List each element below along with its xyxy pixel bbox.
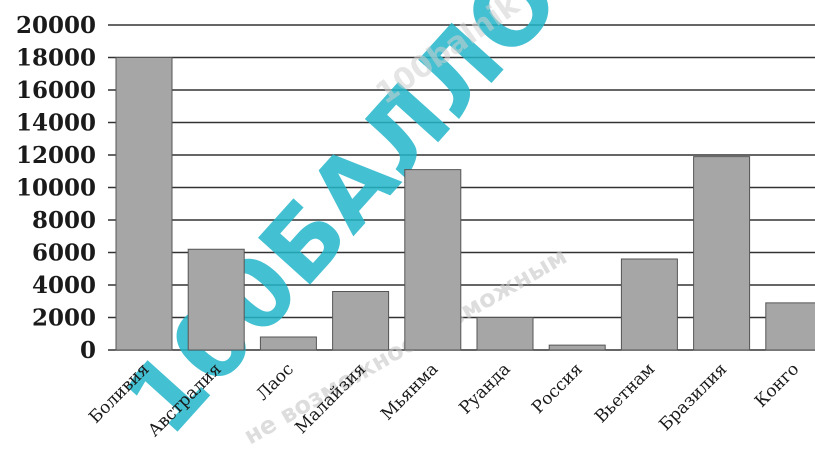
y-tick-label: 4000: [32, 272, 96, 299]
bar: [115, 57, 173, 351]
y-tick-label: 6000: [32, 240, 96, 267]
bar: [548, 344, 606, 351]
y-tick-label: 10000: [16, 175, 96, 202]
bar: [404, 169, 462, 351]
y-tick-label: 8000: [32, 207, 96, 234]
x-category-label: Бразилия: [655, 359, 731, 435]
bar: [476, 317, 534, 351]
x-category-label: Конго: [751, 359, 803, 411]
y-tick-label: 16000: [16, 77, 96, 104]
bar: [259, 336, 317, 351]
y-axis-tick-labels: 0 2000 4000 6000 8000 10000 12000 14000 16000 180…: [16, 12, 96, 364]
bar: [693, 156, 751, 351]
y-tick-label: 18000: [16, 45, 96, 72]
bar: [187, 248, 245, 351]
y-tick-label: 0: [80, 337, 96, 364]
x-category-label: Россия: [528, 359, 587, 418]
x-category-label: Вьетнам: [591, 359, 659, 427]
y-tick-label: 14000: [16, 110, 96, 137]
y-tick-label: 2000: [32, 305, 96, 332]
y-tick-label: 20000: [16, 12, 96, 39]
bar: [620, 258, 678, 351]
bar: [765, 302, 815, 351]
bars: [115, 57, 815, 351]
y-tick-label: 12000: [16, 142, 96, 169]
bar: [332, 291, 390, 351]
x-category-label: Руанда: [455, 359, 514, 418]
